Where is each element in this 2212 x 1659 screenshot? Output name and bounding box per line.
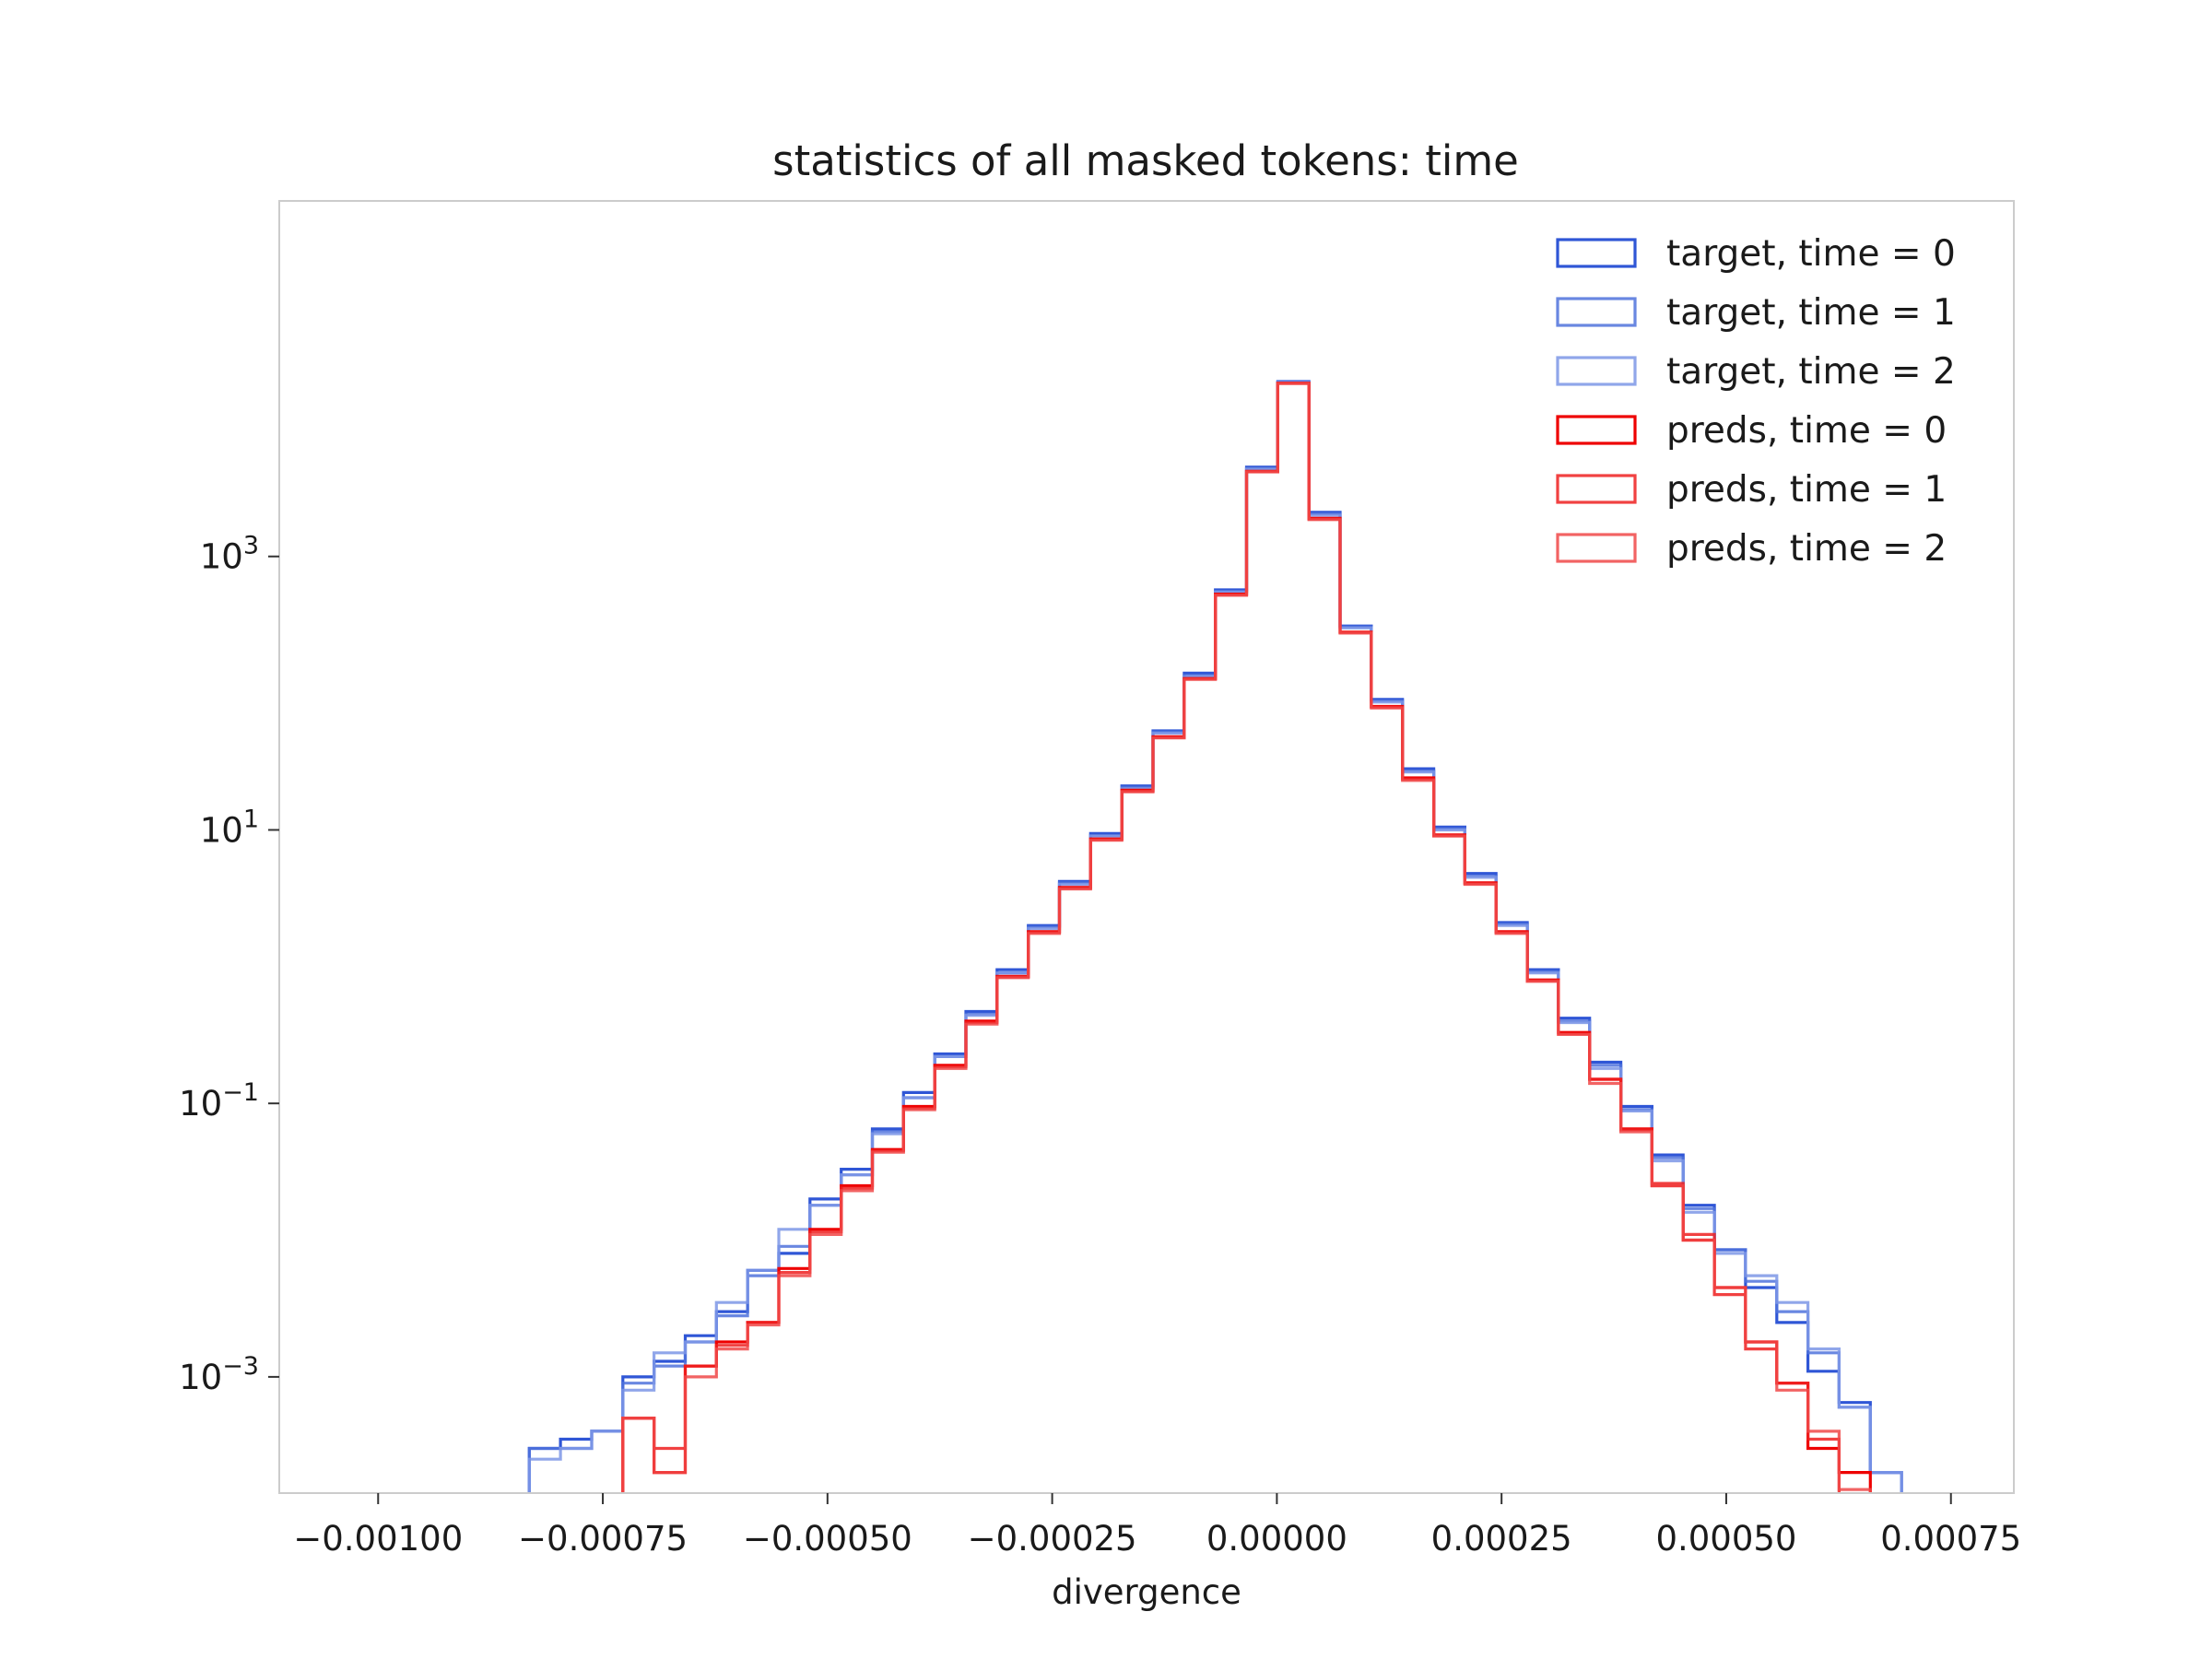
x-tick-label: −0.00025 bbox=[968, 1519, 1137, 1559]
y-tick-label: 101 bbox=[200, 805, 259, 850]
histogram-series-layer bbox=[527, 380, 1903, 1493]
legend-swatch bbox=[1556, 238, 1637, 268]
y-axis: 103 101 10−1 10−3 bbox=[179, 532, 279, 1397]
x-axis-label: divergence bbox=[1052, 1572, 1241, 1612]
legend: target, time = 0 target, time = 1 target, … bbox=[1556, 233, 1956, 570]
legend-swatch bbox=[1556, 474, 1637, 504]
legend-label: target, time = 0 bbox=[1666, 233, 1956, 275]
chart-title: statistics of all masked tokens: time bbox=[772, 136, 1519, 185]
x-tick-label: 0.00050 bbox=[1655, 1519, 1796, 1559]
y-tick-label: 10−1 bbox=[179, 1078, 259, 1124]
series-outline-5 bbox=[621, 382, 1872, 1493]
plot-frame bbox=[278, 200, 2015, 1494]
x-tick-label: 0.00075 bbox=[1880, 1519, 2021, 1559]
legend-label: preds, time = 1 bbox=[1666, 469, 1947, 511]
legend-swatch bbox=[1556, 533, 1637, 563]
legend-swatch bbox=[1556, 415, 1637, 445]
legend-label: preds, time = 2 bbox=[1666, 528, 1947, 570]
x-tick-label: −0.00075 bbox=[518, 1519, 688, 1559]
x-tick-label: −0.00100 bbox=[293, 1519, 463, 1559]
legend-label: target, time = 1 bbox=[1666, 292, 1956, 334]
legend-swatch bbox=[1556, 297, 1637, 327]
x-tick-label: 0.00000 bbox=[1206, 1519, 1347, 1559]
legend-swatch bbox=[1556, 356, 1637, 386]
legend-label: target, time = 2 bbox=[1666, 351, 1956, 393]
y-tick-label: 10−3 bbox=[179, 1352, 259, 1397]
y-tick-label: 103 bbox=[200, 532, 259, 577]
legend-label: preds, time = 0 bbox=[1666, 410, 1947, 452]
x-tick-label: −0.00050 bbox=[743, 1519, 912, 1559]
x-axis: −0.00100 −0.00075 −0.00050 −0.00025 0.00000 0… bbox=[293, 1493, 2021, 1559]
x-tick-label: 0.00025 bbox=[1431, 1519, 1572, 1559]
